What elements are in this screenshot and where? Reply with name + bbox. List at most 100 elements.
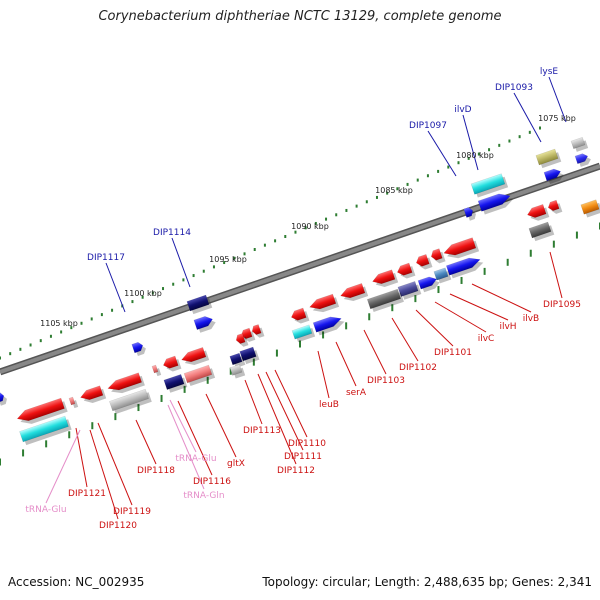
leader-line xyxy=(45,429,81,504)
gene-label: DIP1119 xyxy=(113,507,151,517)
leader-line xyxy=(391,317,419,362)
position-labels: 1075 kbp 1080 kbp 1085 kbp 1090 kbp 1095 kbp… xyxy=(40,114,576,328)
leader-line xyxy=(449,293,509,321)
gene-label: lysE xyxy=(540,67,559,77)
leader-line xyxy=(167,404,205,490)
gene-ilvH xyxy=(430,248,446,264)
gene-DIP1111 xyxy=(240,327,256,342)
gene-dark-right xyxy=(528,221,555,242)
genome-backbone xyxy=(0,162,600,376)
gene-teal xyxy=(433,267,452,284)
leader-line xyxy=(548,76,567,123)
gene-gray-mid xyxy=(229,364,246,379)
gene-edge xyxy=(0,392,7,406)
gene-DIP1114 xyxy=(193,316,216,333)
kbp-label: 1095 kbp xyxy=(209,255,247,264)
gene-cyan-left xyxy=(19,415,72,446)
gene-ilvC xyxy=(416,254,433,270)
gene-DIP1114-navy xyxy=(186,294,213,315)
gene-blue-b xyxy=(417,276,440,293)
leader-line xyxy=(274,369,308,438)
gene-ilvD xyxy=(477,193,514,215)
gene-olive xyxy=(535,148,562,169)
gene-label: DIP1097 xyxy=(409,121,447,131)
gene-tRNA-a xyxy=(151,364,162,377)
rna-label: tRNA-Glu xyxy=(175,454,216,464)
leader-line xyxy=(177,400,213,476)
gene-serA xyxy=(309,293,340,313)
gene-label: ilvC xyxy=(478,334,495,344)
leader-line xyxy=(471,283,532,313)
leader-line xyxy=(335,341,357,387)
gene-DIP1119 xyxy=(80,385,107,403)
gene-lysE xyxy=(574,153,591,167)
leader-line xyxy=(549,251,563,299)
leader-line xyxy=(317,350,330,399)
leader-line xyxy=(89,429,119,520)
gene-DIP1101 xyxy=(397,262,416,279)
genome-summary: Topology: circular; Length: 2,488,635 bp… xyxy=(262,575,592,589)
kbp-label: 1080 kbp xyxy=(456,151,494,160)
leader-line xyxy=(427,130,457,177)
leader-line xyxy=(75,427,88,488)
gene-ilvD-cyan xyxy=(470,173,509,198)
gene-label: DIP1112 xyxy=(277,466,315,476)
leader-line xyxy=(97,422,133,506)
gene-leuB xyxy=(291,307,310,324)
gene-DIP1113 xyxy=(229,352,246,369)
gene-gltX xyxy=(181,347,210,366)
rna-label: tRNA-Gln xyxy=(183,491,224,501)
gene-label: gltX xyxy=(227,459,245,469)
gene-label: DIP1101 xyxy=(434,348,472,358)
gene-dark-mid xyxy=(366,288,404,313)
gene-label: DIP1110 xyxy=(288,439,326,449)
gene-label: ilvD xyxy=(454,105,471,115)
leader-line xyxy=(105,262,126,313)
tick-marks xyxy=(0,126,600,466)
gene-label: ilvH xyxy=(499,322,516,332)
gene-cyan-mid xyxy=(291,324,316,343)
gene-navy-mid xyxy=(239,346,260,365)
gene-ilvB xyxy=(443,237,480,259)
leader-line xyxy=(265,371,304,451)
gene-tRNA-b xyxy=(68,396,79,409)
kbp-label: 1075 kbp xyxy=(538,114,576,123)
leader-line xyxy=(169,399,197,453)
gene-DIP1095 xyxy=(527,204,550,221)
gene-label: DIP1120 xyxy=(99,521,137,531)
gene-label: DIP1114 xyxy=(153,228,191,238)
gene-features xyxy=(0,136,600,446)
gene-purple xyxy=(397,281,422,300)
leader-line xyxy=(415,309,454,347)
gene-right-blue xyxy=(445,257,484,279)
gene-label: DIP1117 xyxy=(87,253,125,263)
gene-DIP1112 xyxy=(235,333,249,347)
leader-line xyxy=(244,379,263,425)
leader-line xyxy=(363,329,387,375)
gene-blue-mid xyxy=(312,316,345,336)
gene-label: ilvB xyxy=(523,314,540,324)
gene-labels: lysE DIP1093 ilvD DIP1097 DIP1114 DIP1117 DIP1… xyxy=(25,67,581,531)
gene-grey-small xyxy=(570,136,589,152)
gene-DIP1102 xyxy=(372,269,399,287)
gene-DIP1110 xyxy=(251,324,265,338)
leader-line xyxy=(135,419,157,465)
gene-label: DIP1095 xyxy=(543,300,581,310)
accession-label: Accession: NC_002935 xyxy=(8,575,145,589)
kbp-label: 1105 kbp xyxy=(40,319,78,328)
gene-DIP1095b xyxy=(547,199,563,214)
gene-label: DIP1111 xyxy=(284,452,322,462)
gene-label: DIP1116 xyxy=(193,477,231,487)
kbp-label: 1085 kbp xyxy=(375,186,413,195)
gene-navy-left xyxy=(163,374,188,393)
kbp-label: 1100 kbp xyxy=(124,289,162,298)
gene-label: DIP1113 xyxy=(243,426,281,436)
gene-label: DIP1093 xyxy=(495,83,533,93)
kbp-label: 1090 kbp xyxy=(291,222,329,231)
leader-line xyxy=(462,114,479,171)
gene-label: DIP1102 xyxy=(399,363,437,373)
rna-label: tRNA-Glu xyxy=(25,505,66,515)
gene-gray-left xyxy=(109,388,152,414)
page-title: Corynebacterium diphtheriae NCTC 13129, … xyxy=(98,9,502,24)
gene-label: DIP1103 xyxy=(367,376,405,386)
